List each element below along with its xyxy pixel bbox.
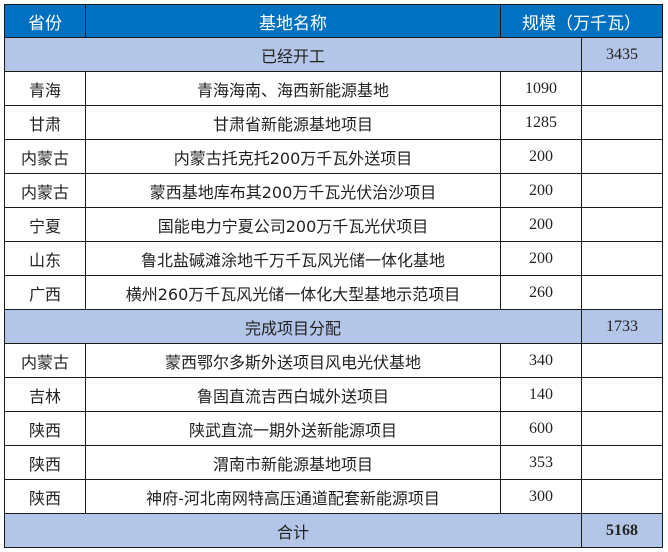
province-cell: 内蒙古 <box>4 343 86 378</box>
table-row: 内蒙古 内蒙古托克托200万千瓦外送项目 200 <box>4 139 663 174</box>
scale-cell: 200 <box>500 241 582 276</box>
section-subtotal: 3435 <box>581 37 663 72</box>
province-cell: 甘肃 <box>4 105 86 140</box>
empty-cell <box>581 71 663 106</box>
base-name-cell: 横州260万千瓦风光储一体化大型基地示范项目 <box>85 275 501 310</box>
section-title: 完成项目分配 <box>4 309 582 344</box>
scale-cell: 300 <box>500 479 582 514</box>
empty-cell <box>581 479 663 514</box>
header-province: 省份 <box>4 4 86 38</box>
empty-cell <box>581 411 663 446</box>
scale-cell: 353 <box>500 445 582 480</box>
province-cell: 宁夏 <box>4 207 86 242</box>
projects-table: 省份 基地名称 规模（万千瓦） 已经开工 3435 青海 青海海南、海西新能源基地 10… <box>4 4 663 548</box>
table-row: 山东 鲁北盐碱滩涂地千万千瓦风光储一体化基地 200 <box>4 241 663 276</box>
base-name-cell: 蒙西鄂尔多斯外送项目风电光伏基地 <box>85 343 501 378</box>
province-cell: 吉林 <box>4 377 86 412</box>
base-name-cell: 内蒙古托克托200万千瓦外送项目 <box>85 139 501 174</box>
scale-cell: 200 <box>500 207 582 242</box>
header-scale: 规模（万千瓦） <box>500 4 663 38</box>
base-name-cell: 陕武直流一期外送新能源项目 <box>85 411 501 446</box>
base-name-cell: 国能电力宁夏公司200万千瓦光伏项目 <box>85 207 501 242</box>
scale-cell: 600 <box>500 411 582 446</box>
province-cell: 陕西 <box>4 445 86 480</box>
scale-cell: 340 <box>500 343 582 378</box>
total-label: 合计 <box>4 513 582 548</box>
base-name-cell: 鲁北盐碱滩涂地千万千瓦风光储一体化基地 <box>85 241 501 276</box>
empty-cell <box>581 275 663 310</box>
table-row: 陕西 渭南市新能源基地项目 353 <box>4 445 663 480</box>
province-cell: 广西 <box>4 275 86 310</box>
empty-cell <box>581 343 663 378</box>
scale-cell: 200 <box>500 173 582 208</box>
scale-cell: 200 <box>500 139 582 174</box>
province-cell: 内蒙古 <box>4 173 86 208</box>
province-cell: 山东 <box>4 241 86 276</box>
empty-cell <box>581 173 663 208</box>
table-row: 吉林 鲁固直流吉西白城外送项目 140 <box>4 377 663 412</box>
table-row: 陕西 陕武直流一期外送新能源项目 600 <box>4 411 663 446</box>
empty-cell <box>581 241 663 276</box>
table-row: 内蒙古 蒙西基地库布其200万千瓦光伏治沙项目 200 <box>4 173 663 208</box>
base-name-cell: 甘肃省新能源基地项目 <box>85 105 501 140</box>
base-name-cell: 蒙西基地库布其200万千瓦光伏治沙项目 <box>85 173 501 208</box>
table-row: 宁夏 国能电力宁夏公司200万千瓦光伏项目 200 <box>4 207 663 242</box>
base-name-cell: 神府-河北南网特高压通道配套新能源项目 <box>85 479 501 514</box>
table-row: 广西 横州260万千瓦风光储一体化大型基地示范项目 260 <box>4 275 663 310</box>
scale-cell: 1090 <box>500 71 582 106</box>
province-cell: 内蒙古 <box>4 139 86 174</box>
header-name: 基地名称 <box>85 4 501 38</box>
scale-cell: 140 <box>500 377 582 412</box>
section-title: 已经开工 <box>4 37 582 72</box>
province-cell: 青海 <box>4 71 86 106</box>
base-name-cell: 渭南市新能源基地项目 <box>85 445 501 480</box>
empty-cell <box>581 139 663 174</box>
section-row: 已经开工 3435 <box>4 37 663 72</box>
table-row: 陕西 神府-河北南网特高压通道配套新能源项目 300 <box>4 479 663 514</box>
empty-cell <box>581 105 663 140</box>
province-cell: 陕西 <box>4 479 86 514</box>
scale-cell: 1285 <box>500 105 582 140</box>
table-row: 青海 青海海南、海西新能源基地 1090 <box>4 71 663 106</box>
table-row: 甘肃 甘肃省新能源基地项目 1285 <box>4 105 663 140</box>
empty-cell <box>581 207 663 242</box>
header-row: 省份 基地名称 规模（万千瓦） <box>4 4 663 38</box>
base-name-cell: 鲁固直流吉西白城外送项目 <box>85 377 501 412</box>
total-value: 5168 <box>581 513 663 548</box>
section-subtotal: 1733 <box>581 309 663 344</box>
empty-cell <box>581 377 663 412</box>
empty-cell <box>581 445 663 480</box>
province-cell: 陕西 <box>4 411 86 446</box>
table-row: 内蒙古 蒙西鄂尔多斯外送项目风电光伏基地 340 <box>4 343 663 378</box>
scale-cell: 260 <box>500 275 582 310</box>
total-row: 合计 5168 <box>4 513 663 548</box>
section-row: 完成项目分配 1733 <box>4 309 663 344</box>
base-name-cell: 青海海南、海西新能源基地 <box>85 71 501 106</box>
